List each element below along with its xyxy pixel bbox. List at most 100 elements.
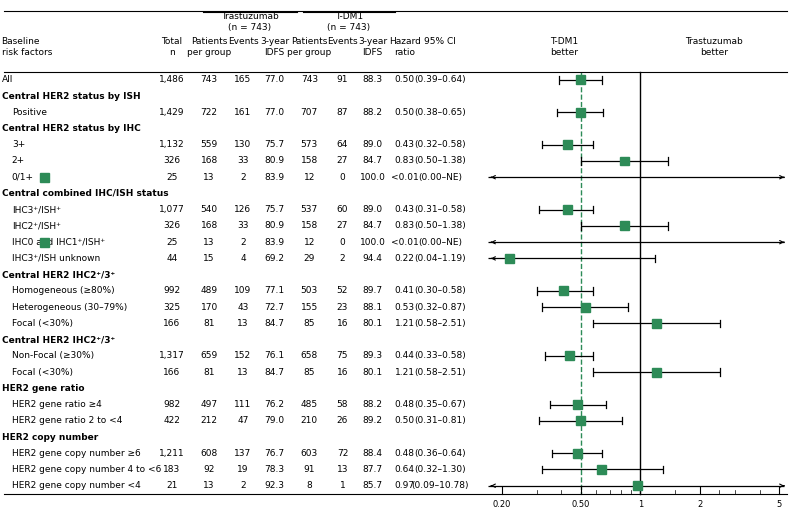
Text: 168: 168: [200, 157, 218, 166]
Bar: [573, 449, 581, 458]
Text: 0.50: 0.50: [394, 75, 415, 84]
Text: 1,486: 1,486: [159, 75, 185, 84]
Text: 165: 165: [234, 75, 252, 84]
Text: Heterogeneous (30–79%): Heterogeneous (30–79%): [12, 303, 127, 312]
Text: 80.9: 80.9: [264, 157, 285, 166]
Text: HER2 gene copy number ≥6: HER2 gene copy number ≥6: [12, 449, 140, 458]
Text: 27: 27: [337, 221, 348, 230]
Text: 47: 47: [237, 416, 249, 425]
Text: 0.53: 0.53: [394, 303, 415, 312]
Bar: [620, 157, 629, 166]
Text: 13: 13: [204, 481, 215, 490]
Text: 13: 13: [204, 238, 215, 247]
Text: 0.22: 0.22: [394, 254, 415, 263]
Bar: [581, 303, 590, 312]
Text: (0.50–1.38): (0.50–1.38): [414, 221, 466, 230]
Text: HER2 gene ratio ≥4: HER2 gene ratio ≥4: [12, 400, 102, 409]
Text: 137: 137: [234, 449, 252, 458]
Text: 89.3: 89.3: [362, 352, 383, 361]
Text: 33: 33: [237, 157, 249, 166]
Text: 85: 85: [304, 367, 315, 376]
Bar: [563, 140, 572, 149]
Text: 559: 559: [200, 140, 218, 149]
Text: 0.41: 0.41: [394, 286, 415, 295]
Text: 26: 26: [337, 416, 348, 425]
Text: 4: 4: [240, 254, 246, 263]
Text: 743: 743: [200, 75, 218, 84]
Text: (0.36–0.64): (0.36–0.64): [414, 449, 466, 458]
Text: 13: 13: [204, 173, 215, 182]
Text: 0.43: 0.43: [394, 140, 415, 149]
Text: 152: 152: [234, 352, 252, 361]
Text: Trastuzumab
(n = 743): Trastuzumab (n = 743): [221, 12, 279, 32]
Text: 0.83: 0.83: [394, 157, 415, 166]
Text: 84.7: 84.7: [362, 221, 383, 230]
Text: 0.44: 0.44: [394, 352, 415, 361]
Text: IHC0 and IHC1⁺/ISH⁺: IHC0 and IHC1⁺/ISH⁺: [12, 238, 105, 247]
Text: T-DM1
(n = 743): T-DM1 (n = 743): [327, 12, 370, 32]
Text: 1,317: 1,317: [159, 352, 185, 361]
Text: 69.2: 69.2: [264, 254, 285, 263]
Text: 21: 21: [166, 481, 178, 490]
Text: Central combined IHC/ISH status: Central combined IHC/ISH status: [2, 189, 168, 198]
Text: (0.38–0.65): (0.38–0.65): [414, 108, 466, 117]
Text: 0.48: 0.48: [394, 449, 415, 458]
Text: 658: 658: [301, 352, 318, 361]
Text: 77.0: 77.0: [264, 108, 285, 117]
Text: 485: 485: [301, 400, 318, 409]
Text: 540: 540: [200, 205, 218, 214]
Text: 84.7: 84.7: [264, 319, 285, 328]
Text: 89.0: 89.0: [362, 140, 383, 149]
Text: 130: 130: [234, 140, 252, 149]
Text: 33: 33: [237, 221, 249, 230]
Text: 87: 87: [337, 108, 348, 117]
Text: 489: 489: [200, 286, 218, 295]
Text: 326: 326: [163, 221, 181, 230]
Text: 60: 60: [337, 205, 348, 214]
Text: (0.32–0.58): (0.32–0.58): [414, 140, 466, 149]
Text: Focal (<30%): Focal (<30%): [12, 319, 73, 328]
Text: (0.04–1.19): (0.04–1.19): [414, 254, 466, 263]
Text: HER2 gene copy number 4 to <6: HER2 gene copy number 4 to <6: [12, 465, 161, 474]
Text: 0.50: 0.50: [394, 416, 415, 425]
Text: Baseline
risk factors: Baseline risk factors: [2, 37, 52, 57]
Text: 76.2: 76.2: [264, 400, 285, 409]
Text: T-DM1
better: T-DM1 better: [550, 37, 578, 57]
Text: 100.0: 100.0: [360, 238, 385, 247]
Text: 77.0: 77.0: [264, 75, 285, 84]
Text: Events: Events: [228, 37, 258, 46]
Text: 166: 166: [163, 319, 181, 328]
Text: 100.0: 100.0: [360, 173, 385, 182]
Text: 81: 81: [204, 319, 215, 328]
Text: IHC3⁺/ISH⁺: IHC3⁺/ISH⁺: [12, 205, 61, 214]
Text: (0.31–0.81): (0.31–0.81): [414, 416, 466, 425]
Text: <0.01: <0.01: [391, 173, 419, 182]
Bar: [620, 221, 629, 230]
Text: 95% CI: 95% CI: [424, 37, 456, 46]
Text: 43: 43: [237, 303, 249, 312]
Text: 722: 722: [200, 108, 218, 117]
Text: 12: 12: [304, 173, 315, 182]
Text: Central HER2 status by IHC: Central HER2 status by IHC: [2, 124, 140, 133]
Text: <0.01: <0.01: [391, 238, 419, 247]
Text: Events: Events: [327, 37, 357, 46]
Text: 210: 210: [301, 416, 318, 425]
Text: 16: 16: [337, 319, 348, 328]
Text: 85.7: 85.7: [362, 481, 383, 490]
Text: 161: 161: [234, 108, 252, 117]
Text: (0.00–NE): (0.00–NE): [418, 173, 462, 182]
Text: 170: 170: [200, 303, 218, 312]
Text: 72: 72: [337, 449, 348, 458]
Text: 29: 29: [304, 254, 315, 263]
Text: 0.50: 0.50: [571, 500, 590, 509]
Text: 0.50: 0.50: [394, 108, 415, 117]
Text: 573: 573: [301, 140, 318, 149]
Text: 3+: 3+: [12, 140, 25, 149]
Text: 44: 44: [166, 254, 178, 263]
Bar: [506, 254, 514, 263]
Text: 80.1: 80.1: [362, 367, 383, 376]
Text: 92: 92: [204, 465, 215, 474]
Text: Central HER2 IHC2⁺/3⁺: Central HER2 IHC2⁺/3⁺: [2, 335, 114, 344]
Text: 982: 982: [163, 400, 181, 409]
Text: HER2 gene ratio: HER2 gene ratio: [2, 384, 84, 393]
